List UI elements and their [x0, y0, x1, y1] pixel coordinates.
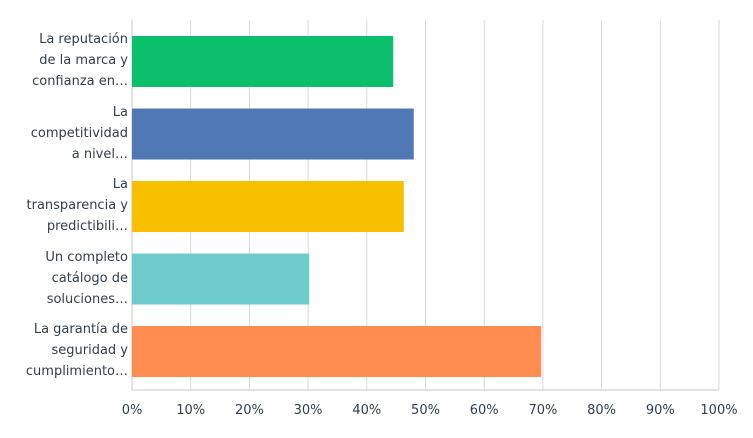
category-label-line: competitividad	[30, 125, 128, 141]
category-label: Un completo catálogo de soluciones…	[8, 247, 128, 310]
category-label-line: cumplimiento…	[25, 364, 128, 379]
x-tick-label: 90%	[646, 403, 675, 418]
bar	[132, 108, 414, 160]
category-label-line: La	[112, 177, 128, 192]
category-label: La garantía de seguridad y cumplimiento…	[8, 319, 128, 382]
bar	[132, 181, 404, 232]
category-label-line: La	[112, 104, 128, 120]
x-tick-label: 50%	[411, 403, 440, 418]
category-label-line: transparencia y	[26, 198, 129, 213]
x-tick-label: 60%	[470, 403, 499, 418]
x-tick-label: 80%	[587, 403, 616, 418]
category-label: La competitividad a nivel…	[8, 102, 128, 165]
x-tick-label: 40%	[352, 403, 381, 418]
category-label-line: seguridad y	[51, 343, 128, 358]
category-label: La transparencia y predictibili…	[8, 174, 129, 237]
category-label-line: confianza en…	[32, 74, 128, 89]
x-tick-label: 70%	[528, 403, 557, 418]
x-tick-label: 100%	[700, 403, 737, 418]
category-label-line: La reputación	[39, 32, 128, 47]
x-tick-label: 10%	[176, 403, 205, 418]
category-label-line: La garantía de	[33, 322, 128, 337]
category-label-line: de la marca y	[39, 53, 128, 68]
bar	[132, 326, 542, 377]
category-label-line: soluciones…	[46, 291, 128, 307]
category-label-line: catálogo de	[51, 270, 128, 286]
bar	[132, 253, 310, 305]
x-tick-label: 20%	[235, 403, 264, 418]
category-label-line: a nivel…	[71, 146, 128, 162]
category-label-line: Un completo	[45, 249, 128, 265]
category-label: La reputación de la marca y confianza en…	[8, 29, 128, 92]
bar	[132, 36, 394, 87]
x-tick-label: 0%	[122, 403, 143, 418]
x-tick-label: 30%	[294, 403, 323, 418]
category-label-line: predictibili…	[46, 219, 128, 234]
